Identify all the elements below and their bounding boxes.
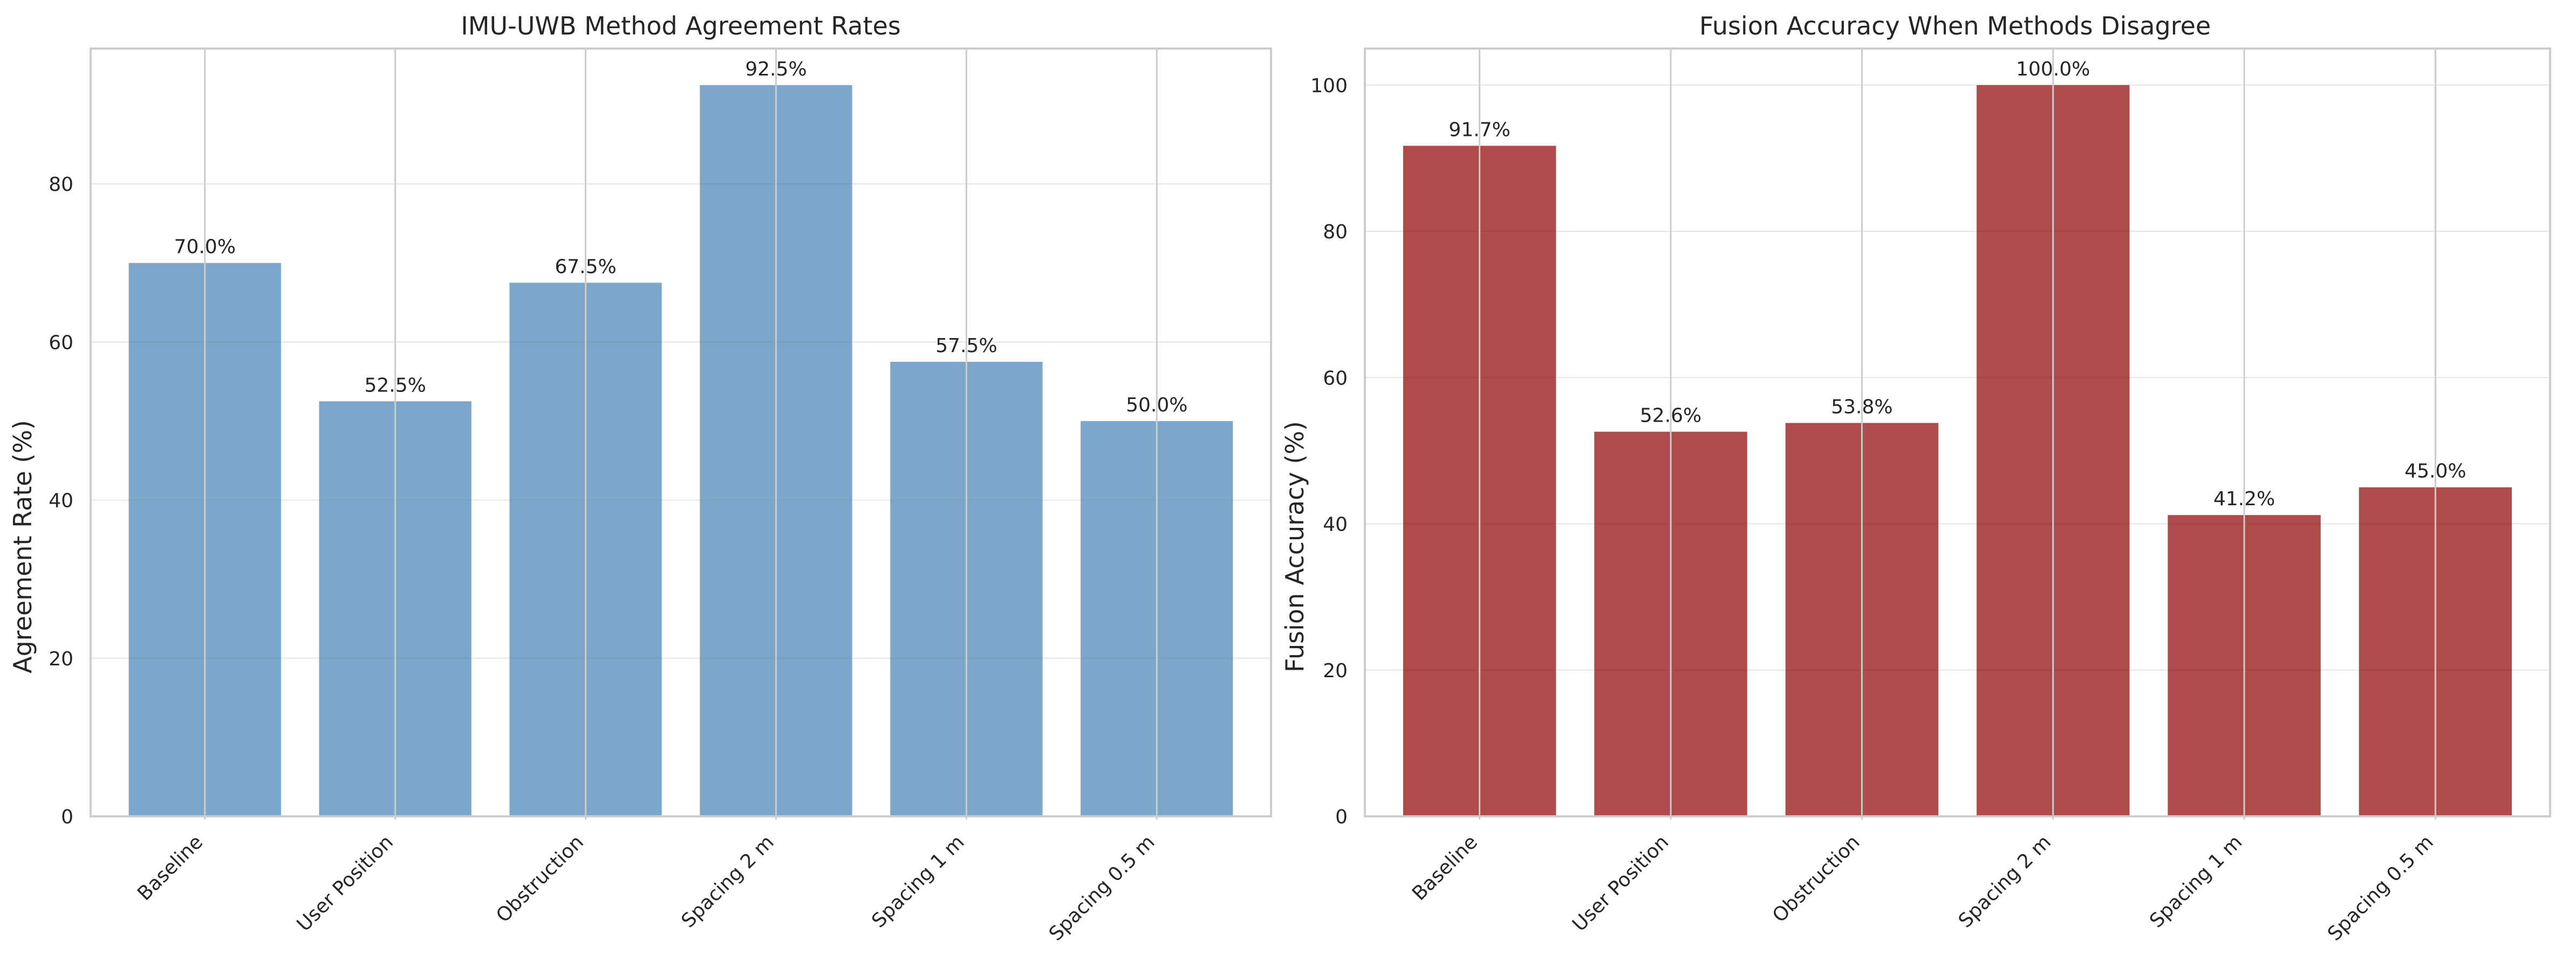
data-label: 52.6% [1640, 405, 1702, 427]
chart-title: Fusion Accuracy When Methods Disagree [1699, 11, 2211, 40]
data-label: 92.5% [745, 58, 807, 80]
y-tick-label: 0 [61, 806, 73, 828]
data-label: 67.5% [555, 256, 616, 278]
y-tick-label: 0 [1335, 806, 1348, 828]
vertical-grid-lines [1479, 49, 2436, 816]
data-label: 50.0% [1126, 394, 1187, 416]
y-tick-label: 40 [49, 490, 73, 512]
data-label: 53.8% [1831, 396, 1892, 418]
y-tick-label: 40 [1323, 514, 1348, 536]
plot-frame [90, 47, 1272, 817]
data-label: 70.0% [174, 236, 236, 258]
y-axis-label: Fusion Accuracy (%) [1280, 421, 1309, 672]
agreement-rates-chart: IMU-UWB Method Agreement Rates Agreement… [8, 11, 1272, 945]
y-tick-label: 80 [1323, 221, 1348, 243]
y-tick-label: 20 [49, 648, 73, 670]
y-tick-label: 80 [49, 174, 73, 196]
y-tick-label: 100 [1310, 75, 1348, 97]
y-tick-label: 20 [1323, 660, 1348, 682]
chart-title: IMU-UWB Method Agreement Rates [461, 11, 901, 40]
data-label: 100.0% [2016, 58, 2090, 80]
data-label: 52.5% [364, 374, 426, 396]
data-labels: 91.7% 52.6% 53.8% 100.0% 41.2% 45.0% [1448, 58, 2466, 510]
y-axis-label: Agreement Rate (%) [8, 420, 37, 673]
data-label: 45.0% [2404, 460, 2466, 483]
data-labels: 70.0% 52.5% 67.5% 92.5% 57.5% 50.0% [174, 58, 1188, 416]
data-label: 57.5% [935, 335, 997, 357]
y-tick-label: 60 [49, 332, 73, 354]
data-label: 91.7% [1448, 119, 1510, 141]
y-tick-labels: 0 20 40 60 80 100 [1310, 75, 1348, 828]
y-tick-labels: 0 20 40 60 80 [49, 174, 73, 828]
plot-frame [1364, 47, 2551, 817]
data-label: 41.2% [2213, 488, 2275, 510]
vertical-grid-lines [204, 49, 1158, 816]
y-tick-label: 60 [1323, 367, 1348, 389]
